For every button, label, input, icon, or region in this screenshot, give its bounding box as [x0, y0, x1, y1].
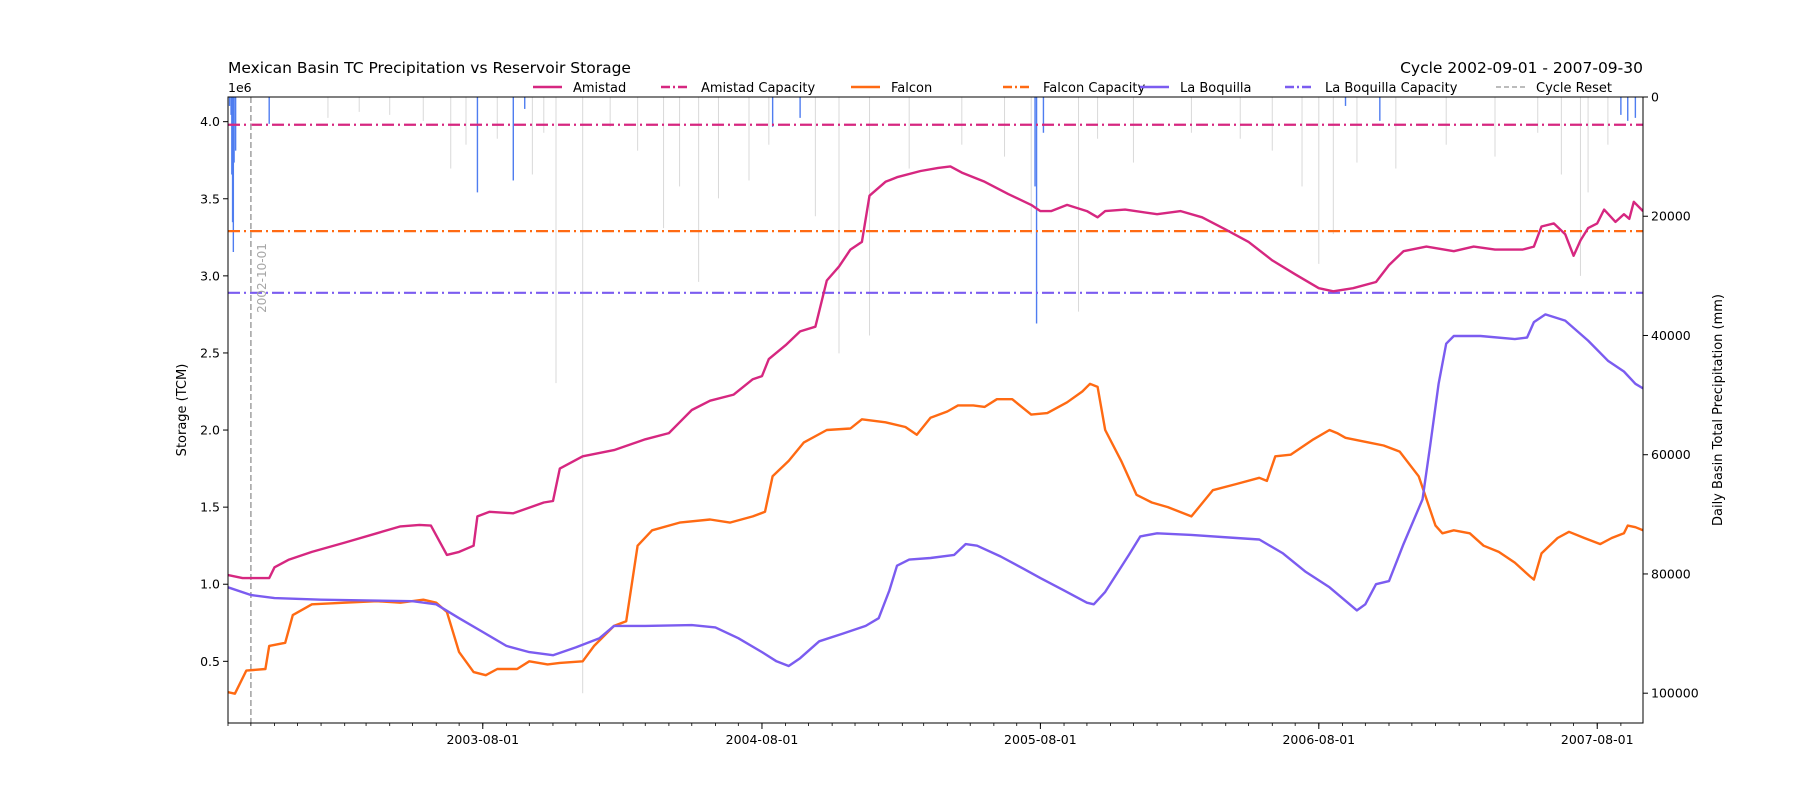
legend-label: Cycle Reset [1536, 81, 1612, 96]
cycle-reset-label: 2002-10-01 [255, 243, 269, 313]
y-tick-label: 1.0 [200, 577, 220, 592]
y-tick-label: 4.0 [200, 114, 220, 129]
chart-title: Mexican Basin TC Precipitation vs Reserv… [228, 59, 631, 77]
series-line [228, 313, 1643, 668]
legend-label: La Boquilla Capacity [1325, 81, 1458, 96]
axes: 0.5 1.0 1.5 2.0 2.5 3.0 3.5 4.0 0 20000 40000 60000… [200, 90, 1699, 748]
x-tick-label: 2007-08-01 [1561, 732, 1634, 747]
y2-tick-label: 80000 [1651, 566, 1691, 581]
legend: Amistad Amistad Capacity Falcon Falcon Capa… [533, 81, 1612, 96]
y-tick-label: 0.5 [200, 654, 220, 669]
legend-label: Falcon Capacity [1043, 81, 1145, 96]
storage-series [228, 165, 1643, 695]
y2-tick-label: 40000 [1651, 328, 1691, 343]
y-tick-label: 3.5 [200, 191, 220, 206]
y-axis-label: Storage (TCM) [175, 364, 190, 457]
y2-tick-label: 0 [1651, 90, 1659, 105]
y-tick-label: 2.0 [200, 423, 220, 438]
y2-axis-label: Daily Basin Total Precipitation (mm) [1711, 294, 1726, 526]
series-line [228, 382, 1643, 695]
y-axis-offset-label: 1e6 [228, 80, 252, 95]
legend-label: Amistad [573, 81, 626, 96]
y-tick-label: 2.5 [200, 345, 220, 360]
capacity-lines [228, 123, 1643, 294]
x-tick-label: 2005-08-01 [1004, 732, 1077, 747]
y2-tick-label: 100000 [1651, 686, 1699, 701]
legend-label: Amistad Capacity [701, 81, 816, 96]
y2-tick-label: 20000 [1651, 209, 1691, 224]
legend-label: La Boquilla [1180, 81, 1252, 96]
chart-subtitle: Cycle 2002-09-01 - 2007-09-30 [1400, 59, 1643, 77]
plot-frame [227, 96, 1644, 724]
x-tick-label: 2004-08-01 [726, 732, 799, 747]
legend-label: Falcon [891, 81, 932, 96]
x-tick-label: 2006-08-01 [1282, 732, 1355, 747]
precipitation-bars [228, 97, 1637, 694]
y-tick-label: 1.5 [200, 500, 220, 515]
y-tick-label: 3.0 [200, 268, 220, 283]
x-tick-label: 2003-08-01 [446, 732, 519, 747]
y2-tick-label: 60000 [1651, 447, 1691, 462]
series-line [228, 165, 1643, 580]
